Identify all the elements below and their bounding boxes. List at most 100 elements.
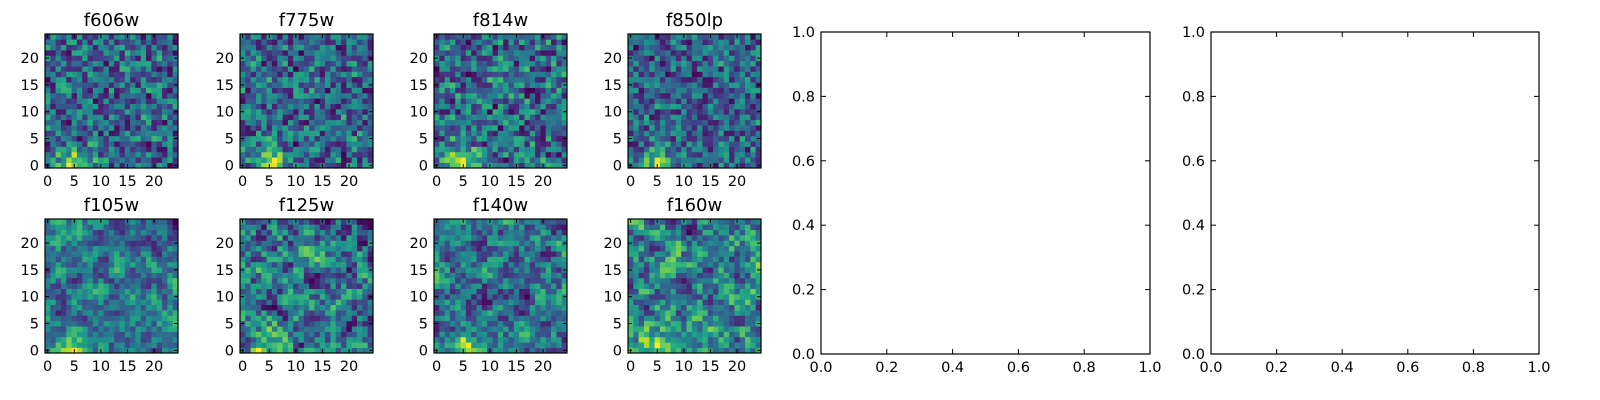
panel-f814w-pixel <box>508 66 515 72</box>
panel-f125w-pixel <box>266 304 273 311</box>
panel-f814w-pixel <box>487 98 493 104</box>
panel-f775w-pixel <box>309 82 315 88</box>
panel-f125w-pixel <box>277 224 283 231</box>
panel-f775w-pixel <box>261 76 267 83</box>
panel-f850lp-pixel <box>649 146 655 153</box>
panel-f814w-pixel <box>471 151 477 158</box>
panel-f125w-pixel <box>367 315 374 322</box>
panel-f606w-pixel <box>92 82 99 88</box>
panel-f775w-pixel <box>261 119 267 126</box>
panel-f105w-pixel <box>114 245 120 252</box>
panel-f775w-pixel <box>351 60 358 67</box>
panel-f814w-pixel <box>529 135 536 142</box>
panel-f105w-pixel <box>108 336 115 343</box>
panel-f105w-pixel <box>60 277 67 284</box>
panel-f775w-pixel <box>255 39 262 46</box>
panel-f814w-pixel <box>471 50 477 56</box>
panel-f140w-pixel <box>551 310 557 316</box>
panel-f105w-pixel <box>135 245 142 252</box>
panel-f160w-pixel <box>729 320 735 327</box>
panel-f140w-pixel <box>524 342 531 348</box>
panel-f850lp-pixel <box>723 162 730 169</box>
panel-f105w-pixel <box>140 320 147 327</box>
panel-f850lp-pixel <box>670 114 677 121</box>
panel-f814w-pixel <box>556 82 562 88</box>
panel-f140w-pixel <box>476 299 483 306</box>
panel-f160w-pixel <box>734 277 741 284</box>
panel-f850lp-pixel <box>643 92 650 99</box>
panel-f850lp-pixel <box>675 141 682 147</box>
panel-f850lp-pixel <box>718 76 725 83</box>
panel-f160w-pixel <box>649 310 655 316</box>
panel-f775w-pixel <box>277 39 283 46</box>
panel-f775w-pixel <box>325 141 331 147</box>
panel-f606w-pixel <box>114 119 120 126</box>
panel-f850lp-pixel <box>681 82 687 88</box>
panel-f125w-pixel <box>293 288 299 295</box>
panel-f775w-pixel <box>357 92 363 99</box>
panel-f105w-pixel <box>71 224 78 231</box>
panel-f850lp-pixel <box>670 109 677 115</box>
panel-f606w-pixel <box>124 87 131 94</box>
panel-f850lp-y-tick-label: 15 <box>604 78 622 94</box>
panel-f775w-pixel <box>362 146 368 153</box>
panel-f814w-pixel <box>449 71 456 78</box>
panel-f850lp-pixel <box>638 162 645 169</box>
panel-f105w-pixel <box>162 326 168 332</box>
panel-f105w-pixel <box>60 272 67 279</box>
panel-f606w-pixel <box>114 141 120 147</box>
panel-f850lp-pixel <box>713 60 719 67</box>
panel-f105w-pixel <box>92 219 99 225</box>
panel-f125w-pixel <box>325 326 331 332</box>
panel-f140w-pixel <box>481 315 488 322</box>
panel-f775w-pixel <box>325 76 331 83</box>
panel-f140w-pixel <box>455 288 461 295</box>
panel-f105w-pixel <box>130 283 136 289</box>
panel-f814w-pixel <box>439 92 445 99</box>
panel-f814w-pixel <box>524 130 531 137</box>
panel-f775w-pixel <box>346 130 353 137</box>
panel-f125w-pixel <box>255 267 262 273</box>
panel-f814w-pixel <box>476 98 483 104</box>
panel-f140w-pixel <box>513 283 520 289</box>
panel-f125w-pixel <box>293 336 299 343</box>
panel-f850lp-pixel <box>739 39 746 46</box>
panel-f140w-pixel <box>508 320 515 327</box>
panel-f125w-y-tick-label: 15 <box>216 263 234 279</box>
panel-f125w-pixel <box>330 256 337 263</box>
panel-f140w-pixel <box>503 326 509 332</box>
panel-f606w-pixel <box>140 103 147 110</box>
panel-f606w-pixel <box>82 76 88 83</box>
panel-f775w-pixel <box>351 119 358 126</box>
panel-f160w-pixel <box>723 294 730 300</box>
panel-f814w-pixel <box>508 146 515 153</box>
panel-f105w-image <box>45 219 179 354</box>
panel-f125w-pixel <box>282 310 289 316</box>
panel-f850lp-pixel <box>718 109 725 115</box>
panel-f105w-pixel <box>87 299 94 306</box>
panel-f125w-pixel <box>335 331 342 338</box>
panel-f160w-pixel <box>702 320 709 327</box>
panel-f140w-pixel <box>476 342 483 348</box>
panel-f850lp-pixel <box>649 76 655 83</box>
panel-f105w-pixel <box>135 251 142 257</box>
panel-f125w-pixel <box>261 315 267 322</box>
panel-f140w-pixel <box>556 299 562 306</box>
panel-f160w-pixel <box>729 310 735 316</box>
panel-f775w-pixel <box>335 114 342 121</box>
panel-f850lp-pixel <box>665 44 671 51</box>
panel-f850lp-pixel <box>654 55 661 62</box>
panel-f850lp-pixel <box>697 141 703 147</box>
panel-f814w-pixel <box>434 103 440 110</box>
panel-f814w-pixel <box>540 109 547 115</box>
panel-f850lp-pixel <box>697 82 703 88</box>
panel-f606w-pixel <box>156 55 163 62</box>
panel-f105w-pixel <box>50 245 56 252</box>
panel-f775w-pixel <box>319 103 326 110</box>
panel-f105w-pixel <box>55 240 62 247</box>
panel-f105w-pixel <box>114 283 120 289</box>
panel-f814w-pixel <box>434 50 440 56</box>
panel-f850lp-pixel <box>723 157 730 163</box>
panel-f105w-pixel <box>162 229 168 236</box>
panel-f140w-pixel <box>492 256 499 263</box>
